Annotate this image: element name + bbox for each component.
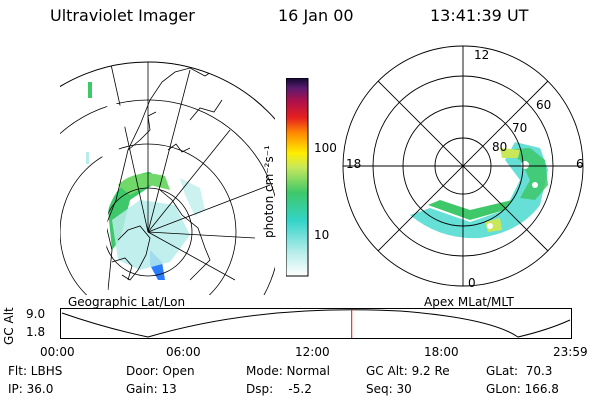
timeline-xtick-0: 00:00 bbox=[40, 345, 75, 359]
status-gain: Gain: 13 bbox=[126, 382, 177, 396]
status-ip: IP: 36.0 bbox=[8, 382, 54, 396]
mlt-label-12: 12 bbox=[474, 48, 490, 62]
colorbar-tick-100: 100 bbox=[314, 141, 337, 155]
timeline-xtick-3: 18:00 bbox=[424, 345, 459, 359]
timeline-ytick-max: 9.0 bbox=[26, 307, 46, 321]
colorbar-unit-label: photon cm⁻²s⁻¹ bbox=[262, 145, 276, 238]
timeline-xtick-1: 06:00 bbox=[166, 345, 201, 359]
mlt-label-6: 6 bbox=[576, 157, 584, 171]
colorbar bbox=[286, 78, 309, 277]
timeline-ylabel: GC Alt bbox=[2, 307, 16, 345]
mlat-label-70: 70 bbox=[512, 121, 528, 135]
altitude-curve bbox=[61, 309, 571, 338]
status-glat: GLat: 70.3 bbox=[486, 364, 553, 378]
status-glon: GLon: 166.8 bbox=[486, 382, 559, 396]
status-gc-alt: GC Alt: 9.2 Re bbox=[366, 364, 450, 378]
polar-map bbox=[342, 45, 584, 287]
geo-map-caption: Geographic Lat/Lon bbox=[68, 295, 186, 309]
mlat-label-80: 80 bbox=[492, 140, 508, 154]
mlt-label-0: 0 bbox=[468, 276, 476, 290]
polar-map-caption: Apex MLat/MLT bbox=[424, 295, 514, 309]
timeline-xtick-4: 23:59 bbox=[553, 345, 588, 359]
status-door: Door: Open bbox=[126, 364, 195, 378]
mlat-label-60: 60 bbox=[536, 98, 552, 112]
altitude-timeline bbox=[60, 308, 572, 339]
geographic-map bbox=[60, 61, 275, 295]
instrument-title: Ultraviolet Imager bbox=[50, 6, 195, 25]
timeline-xtick-2: 12:00 bbox=[295, 345, 330, 359]
status-filter: Flt: LBHS bbox=[8, 364, 63, 378]
timeline-ytick-min: 1.8 bbox=[26, 325, 46, 339]
mlt-label-18: 18 bbox=[346, 157, 362, 171]
status-mode: Mode: Normal bbox=[246, 364, 330, 378]
observation-time: 13:41:39 UT bbox=[430, 6, 529, 25]
observation-date: 16 Jan 00 bbox=[278, 6, 354, 25]
status-seq: Seq: 30 bbox=[366, 382, 412, 396]
status-dsp: Dsp: -5.2 bbox=[246, 382, 312, 396]
colorbar-tick-10: 10 bbox=[314, 228, 330, 242]
